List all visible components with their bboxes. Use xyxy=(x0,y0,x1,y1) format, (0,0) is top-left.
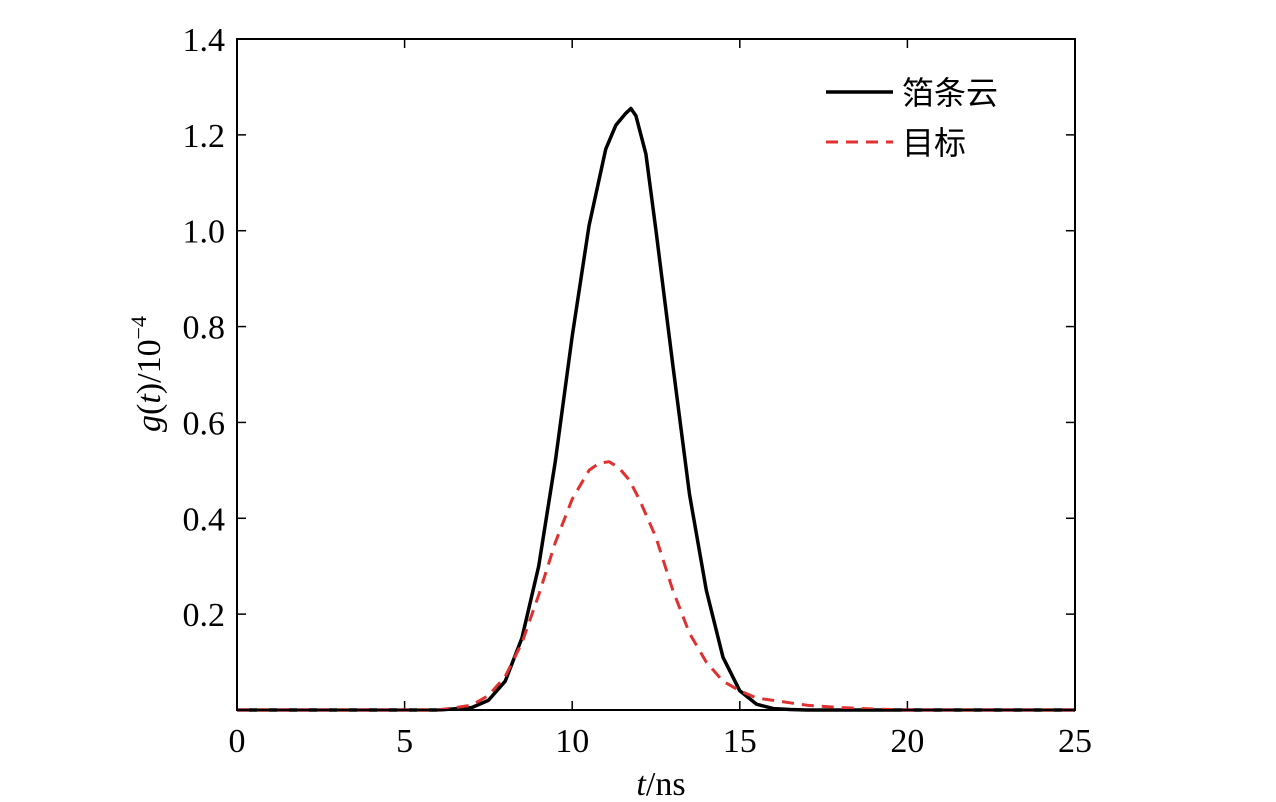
x-tick-label: 0 xyxy=(229,723,246,760)
x-tick-label: 25 xyxy=(1058,723,1092,760)
y-tick-label: 1.2 xyxy=(183,118,226,155)
y-axis-label: g(t)/10−4 xyxy=(126,316,168,432)
y-tick-label: 1.4 xyxy=(183,22,226,59)
series-layer xyxy=(237,106,1075,712)
series-line-1 xyxy=(237,106,1075,712)
x-tick-label: 20 xyxy=(890,723,924,760)
y-tick-label: 0.8 xyxy=(183,310,226,347)
x-tick-label: 15 xyxy=(723,723,757,760)
x-tick-label: 5 xyxy=(396,723,413,760)
y-tick-label: 0.4 xyxy=(183,501,226,538)
plot-frame xyxy=(236,38,1076,711)
x-axis-label: t/ns xyxy=(636,766,685,802)
tick-labels: 0 5 10 15 20 25 0.2 0.4 0.6 0.8 1.0 1.2 1.4 xyxy=(183,22,1093,760)
y-tick-label: 0.2 xyxy=(183,597,226,634)
legend-label-1: 箔条云 xyxy=(902,74,998,112)
y-tick-label: 1.0 xyxy=(183,214,226,251)
y-tick-label: 0.6 xyxy=(183,405,226,442)
x-tick-label: 10 xyxy=(555,723,589,760)
series-line-2 xyxy=(237,460,1075,712)
legend-label-2: 目标 xyxy=(902,124,966,162)
